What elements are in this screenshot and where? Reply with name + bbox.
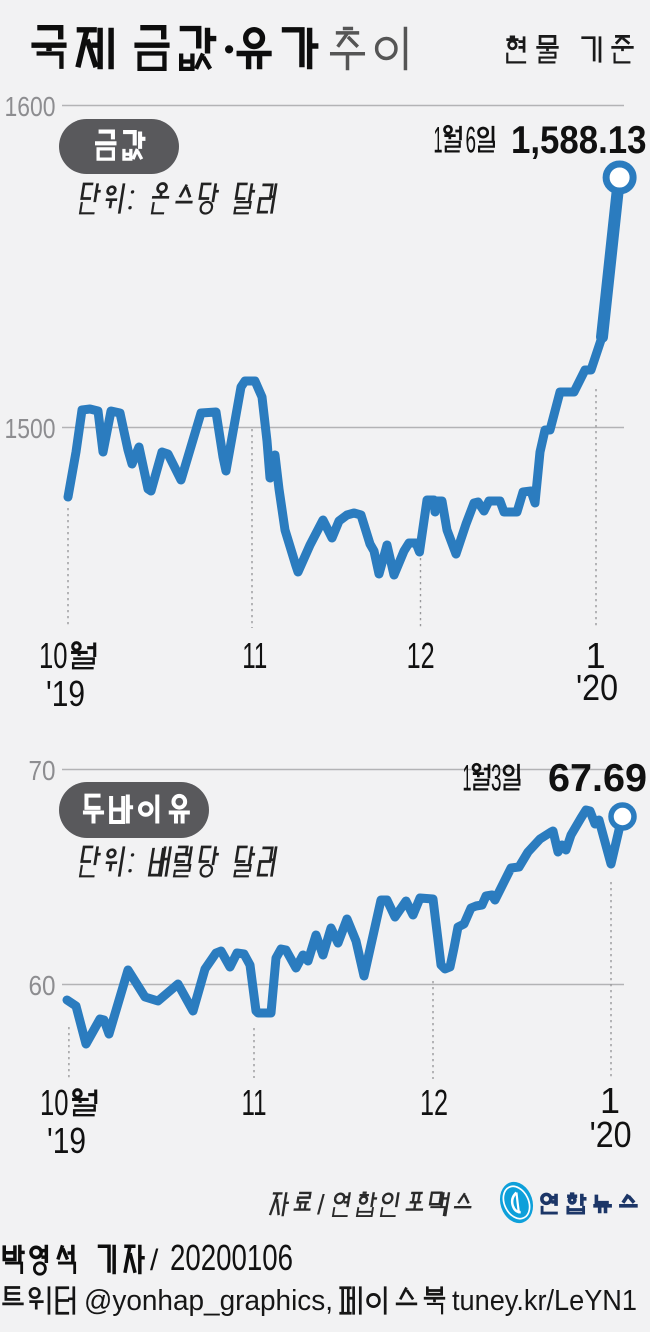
svg-text:1500: 1500 xyxy=(5,413,56,444)
svg-text:10: 10 xyxy=(39,635,68,676)
svg-text:1: 1 xyxy=(434,120,443,161)
svg-text:60: 60 xyxy=(29,970,56,1001)
svg-text:1600: 1600 xyxy=(5,91,56,122)
svg-text:6: 6 xyxy=(466,120,477,161)
svg-text:70: 70 xyxy=(29,755,56,786)
svg-text:67.69: 67.69 xyxy=(548,757,647,800)
svg-text:11: 11 xyxy=(242,635,267,676)
svg-text:12: 12 xyxy=(407,635,435,676)
svg-text:@yonhap_graphics,: @yonhap_graphics, xyxy=(84,1285,333,1317)
svg-text:11: 11 xyxy=(242,1082,267,1123)
svg-text:20200106: 20200106 xyxy=(170,1237,293,1278)
svg-text:3: 3 xyxy=(491,758,502,799)
svg-text:/: / xyxy=(317,1189,325,1220)
svg-text:1: 1 xyxy=(586,635,606,676)
svg-text:1,588.13: 1,588.13 xyxy=(511,119,647,162)
svg-text:1: 1 xyxy=(600,1080,620,1121)
svg-text:10: 10 xyxy=(40,1082,69,1123)
svg-text:12: 12 xyxy=(420,1082,448,1123)
svg-text:1: 1 xyxy=(463,758,472,799)
svg-text:'19: '19 xyxy=(46,673,85,714)
svg-text:'20: '20 xyxy=(576,667,618,708)
svg-text:/: / xyxy=(150,1244,159,1277)
svg-text:tuney.kr/LeYN1: tuney.kr/LeYN1 xyxy=(452,1285,637,1317)
svg-text:'20: '20 xyxy=(590,1114,632,1155)
svg-text:'19: '19 xyxy=(47,1120,86,1161)
